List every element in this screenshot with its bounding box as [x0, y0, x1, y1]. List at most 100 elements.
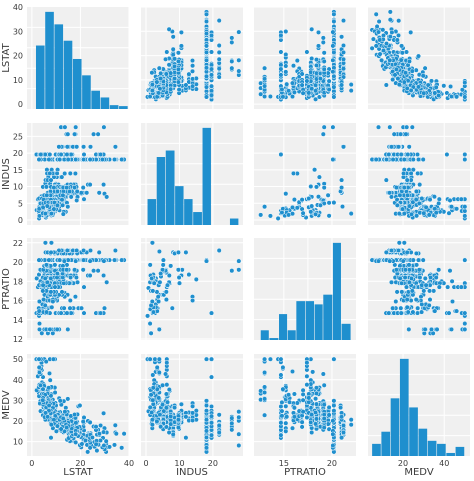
scatter-point — [52, 262, 58, 268]
scatter-point — [331, 94, 337, 100]
scatter-point — [262, 204, 268, 210]
scatter-point — [402, 274, 408, 281]
scatter-point — [286, 88, 292, 94]
scatter-point — [50, 298, 56, 305]
scatter-point — [404, 304, 410, 310]
scatter-point — [163, 289, 169, 295]
scatter-point — [462, 204, 468, 210]
scatter-point — [404, 297, 410, 303]
scatter-point — [84, 190, 90, 196]
scatter-point — [258, 212, 264, 218]
scatter-point — [157, 279, 163, 285]
scatter-point — [419, 282, 425, 288]
scatter-point — [216, 247, 222, 254]
scatter-point — [74, 279, 81, 285]
hist-bar-PTRATIO-9 — [341, 323, 351, 340]
scatter-point — [44, 309, 50, 315]
scatter-point — [433, 84, 439, 90]
scatter-point — [81, 151, 87, 158]
scatter-point — [49, 304, 55, 310]
scatter-point — [189, 58, 196, 64]
scatter-point — [36, 364, 42, 370]
scatter-point — [72, 267, 78, 273]
scatter-point — [236, 267, 242, 273]
scatter-point — [409, 124, 415, 130]
scatter-point — [299, 206, 305, 212]
scatter-point — [394, 202, 400, 208]
scatter-point — [96, 190, 102, 196]
scatter-point — [229, 268, 235, 274]
scatter-point — [73, 156, 79, 163]
scatter-point — [290, 170, 297, 176]
scatter-point — [419, 309, 425, 315]
scatter-point — [406, 58, 412, 64]
scatter-point — [326, 213, 332, 219]
scatter-point — [300, 210, 306, 216]
scatter-point — [331, 200, 337, 206]
scatter-point — [320, 35, 326, 41]
scatter-point — [406, 203, 412, 209]
scatter-point — [54, 202, 60, 208]
scatter-point — [47, 377, 53, 383]
scatter-point — [99, 156, 105, 163]
scatter-point — [390, 156, 396, 163]
scatter-point — [405, 151, 411, 158]
scatter-point — [283, 191, 289, 197]
scatter-point — [459, 87, 465, 93]
scatter-point — [61, 258, 67, 264]
scatter-point — [449, 278, 455, 284]
scatter-point — [402, 267, 409, 273]
scatter-point — [64, 267, 70, 273]
scatter-point — [156, 298, 162, 305]
scatter-point — [399, 43, 405, 49]
scatter-point — [369, 45, 375, 51]
hist-bar-PTRATIO-7 — [323, 294, 333, 340]
scatter-point — [373, 43, 379, 49]
scatter-point — [326, 200, 332, 206]
scatter-point — [57, 156, 63, 163]
scatter-point — [208, 62, 215, 68]
scatter-point — [321, 66, 327, 72]
scatter-point — [73, 124, 79, 130]
scatter-point — [87, 156, 93, 163]
scatter-point — [330, 124, 336, 130]
scatter-point — [65, 204, 71, 210]
scatter-point — [47, 326, 53, 332]
scatter-point — [68, 274, 74, 281]
scatter-point — [427, 197, 433, 203]
scatter-point — [330, 43, 336, 49]
scatter-point — [43, 262, 49, 268]
scatter-point — [98, 422, 104, 429]
hist-bar-PTRATIO-3 — [287, 330, 296, 340]
scatter-point — [313, 96, 319, 102]
hist-bar-LSTAT-3 — [63, 40, 73, 109]
scatter-point — [203, 57, 210, 63]
scatter-point — [267, 93, 273, 100]
scatter-point — [178, 29, 184, 35]
scatter-point — [404, 124, 410, 130]
scatter-point — [401, 211, 407, 217]
scatter-point — [375, 258, 382, 264]
scatter-point — [203, 43, 210, 49]
scatter-point — [208, 32, 215, 38]
scatter-point — [52, 389, 58, 396]
scatter-point — [462, 310, 468, 316]
scatter-point — [308, 183, 314, 190]
scatter-point — [423, 204, 429, 210]
scatter-point — [388, 194, 395, 200]
scatter-point — [216, 18, 222, 24]
scatter-point — [313, 184, 320, 190]
scatter-point — [147, 93, 153, 100]
scatter-point — [112, 144, 118, 150]
scatter-point — [157, 86, 163, 92]
hist-bar-PTRATIO-4 — [296, 301, 306, 340]
scatter-point — [404, 249, 410, 255]
scatter-point — [401, 240, 407, 246]
scatter-point — [462, 80, 468, 86]
scatter-point — [236, 68, 242, 74]
scatter-point — [166, 272, 172, 279]
scatter-point — [436, 196, 442, 202]
scatter-point — [160, 262, 166, 268]
scatter-point — [95, 268, 101, 274]
